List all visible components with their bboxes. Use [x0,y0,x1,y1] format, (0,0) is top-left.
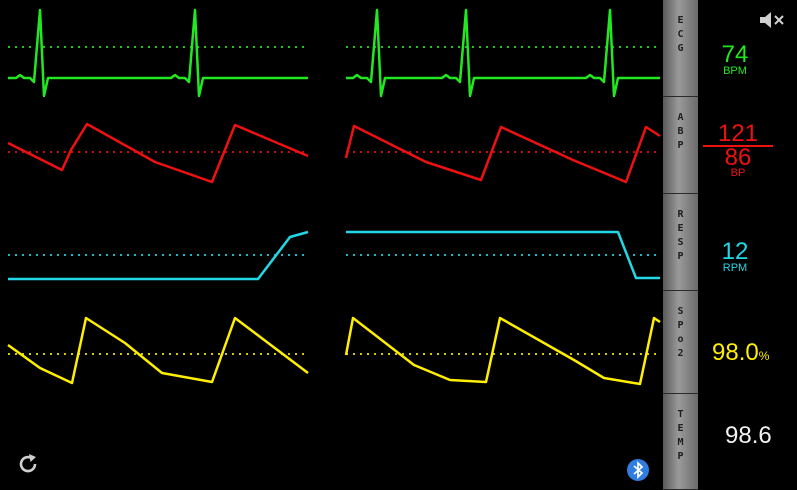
spo2-readout: 98.0% [712,339,769,367]
respiration-readout: 12 RPM [715,238,755,274]
waveform-display [7,8,661,386]
refresh-icon[interactable] [16,452,40,476]
bluetooth-icon[interactable] [626,458,650,482]
ecg-waveform-1 [8,8,308,98]
respiration-unit: RPM [722,262,748,274]
resp-waveform-1 [8,230,309,281]
resp-waveform-2 [346,230,660,280]
temperature-readout: 98.6 [725,422,772,450]
spo2-value: 98.0 [712,339,759,366]
ecg-waveform-2 [346,8,660,98]
spo2-unit: % [758,349,770,363]
bp-waveform-2 [344,124,661,184]
heart-rate-unit: BPM [723,65,747,77]
bp-divider [703,145,773,147]
systolic-value: 121 [717,120,759,147]
speaker-muted-icon[interactable] [758,10,786,30]
bp-waveform-1 [7,122,309,184]
heart-rate-readout: 74 BPM [715,41,755,77]
blood-pressure-readout: 121 86 BP [703,120,773,179]
bp-unit: BP [730,167,746,179]
diastolic-value: 86 [724,144,752,171]
temperature-value: 98.6 [725,422,772,449]
spo2-waveform-2 [344,316,661,386]
respiration-value: 12 [721,238,749,265]
spo2-waveform-1 [7,316,309,385]
heart-rate-value: 74 [721,41,749,68]
